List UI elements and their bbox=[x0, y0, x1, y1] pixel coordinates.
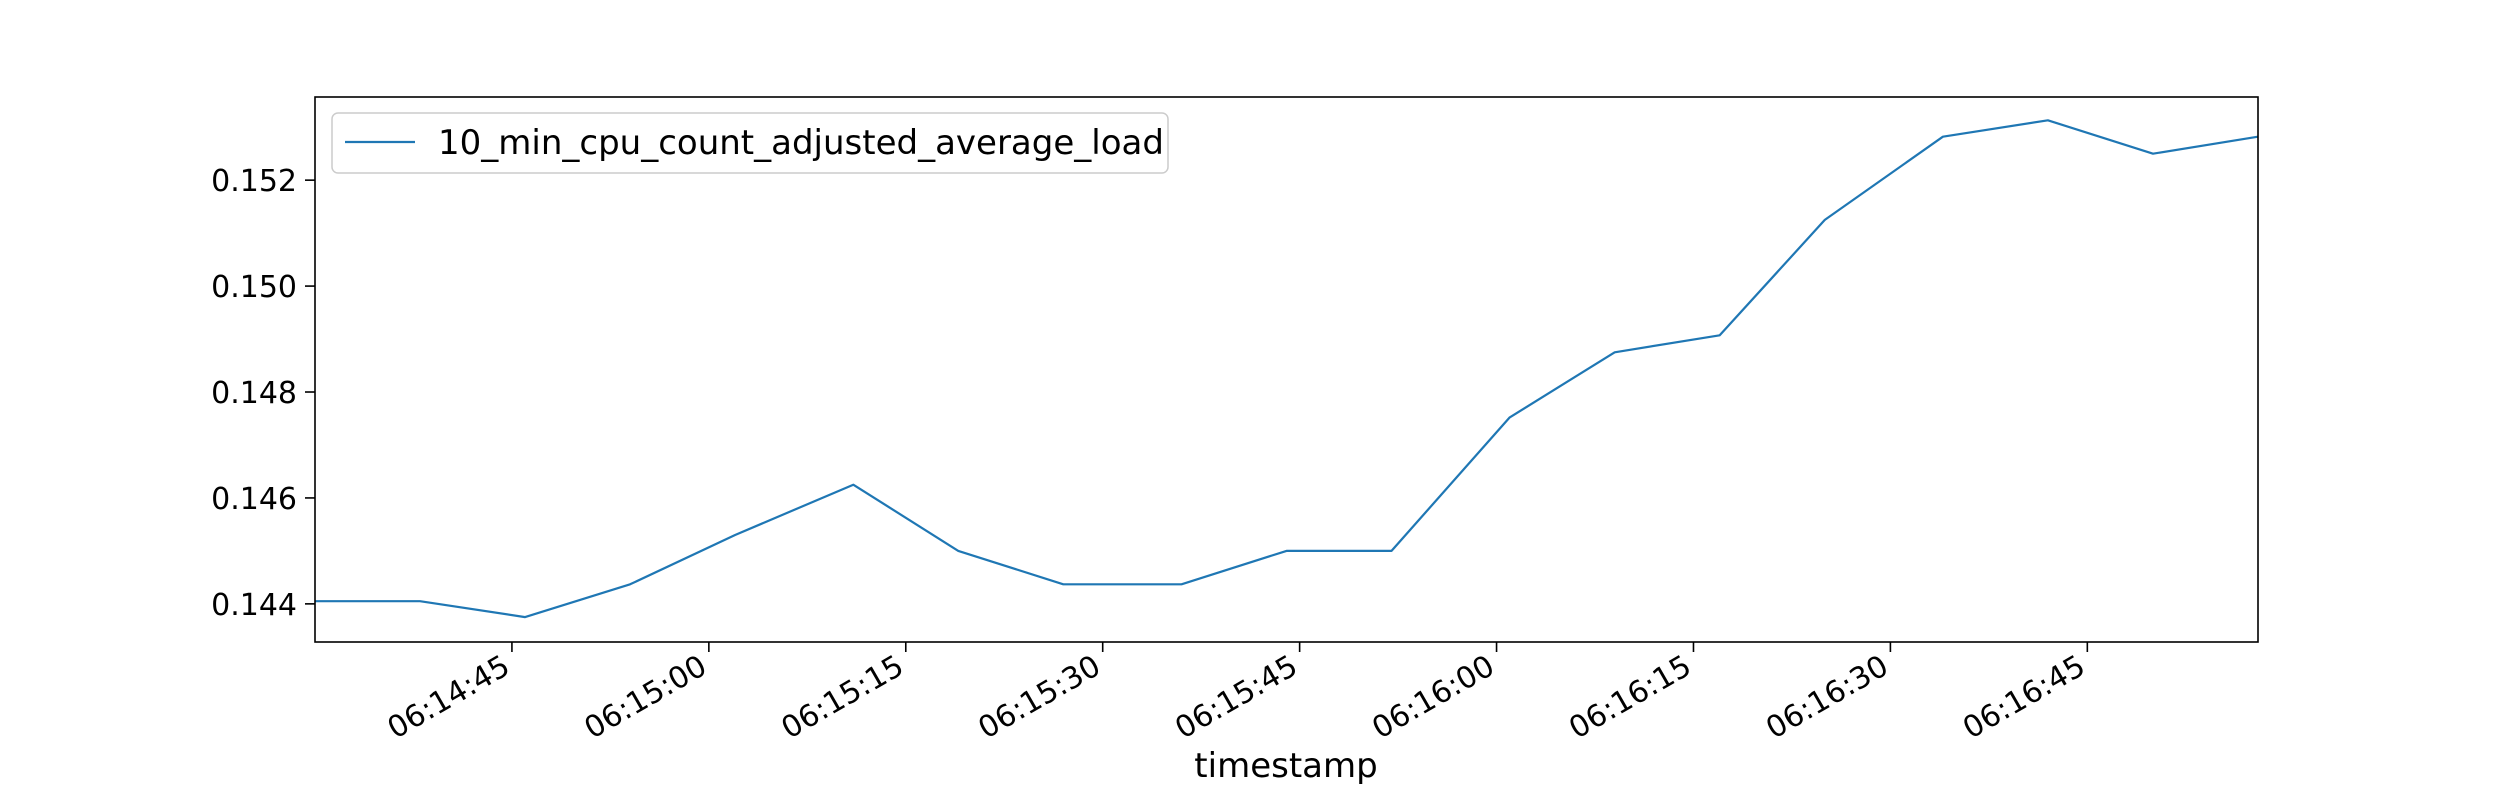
x-tick-label: 06:16:15 bbox=[1563, 649, 1697, 747]
y-tick-label: 0.152 bbox=[211, 164, 297, 199]
x-tick-label: 06:15:15 bbox=[776, 649, 910, 747]
x-tick-label: 06:15:45 bbox=[1169, 649, 1303, 747]
x-axis-label: timestamp bbox=[1194, 746, 1377, 786]
x-tick-label: 06:16:00 bbox=[1366, 649, 1500, 747]
legend: 10_min_cpu_count_adjusted_average_load bbox=[332, 113, 1168, 173]
x-axis: 06:14:45 06:15:00 06:15:15 06:15:30 06:15:45… bbox=[382, 642, 2092, 746]
x-tick-label: 06:16:45 bbox=[1957, 649, 2091, 747]
y-tick-label: 0.150 bbox=[211, 270, 297, 305]
legend-label: 10_min_cpu_count_adjusted_average_load bbox=[438, 123, 1164, 163]
x-tick-label: 06:15:30 bbox=[973, 649, 1107, 747]
x-tick-label: 06:16:30 bbox=[1760, 649, 1894, 747]
y-tick-label: 0.146 bbox=[211, 482, 297, 517]
x-tick-label: 06:14:45 bbox=[382, 649, 516, 747]
x-tick-label: 06:15:00 bbox=[579, 649, 713, 747]
plot-area bbox=[315, 97, 2258, 642]
y-axis: 0.144 0.146 0.148 0.150 0.152 bbox=[211, 164, 315, 623]
y-tick-label: 0.144 bbox=[211, 588, 297, 623]
y-tick-label: 0.148 bbox=[211, 376, 297, 411]
